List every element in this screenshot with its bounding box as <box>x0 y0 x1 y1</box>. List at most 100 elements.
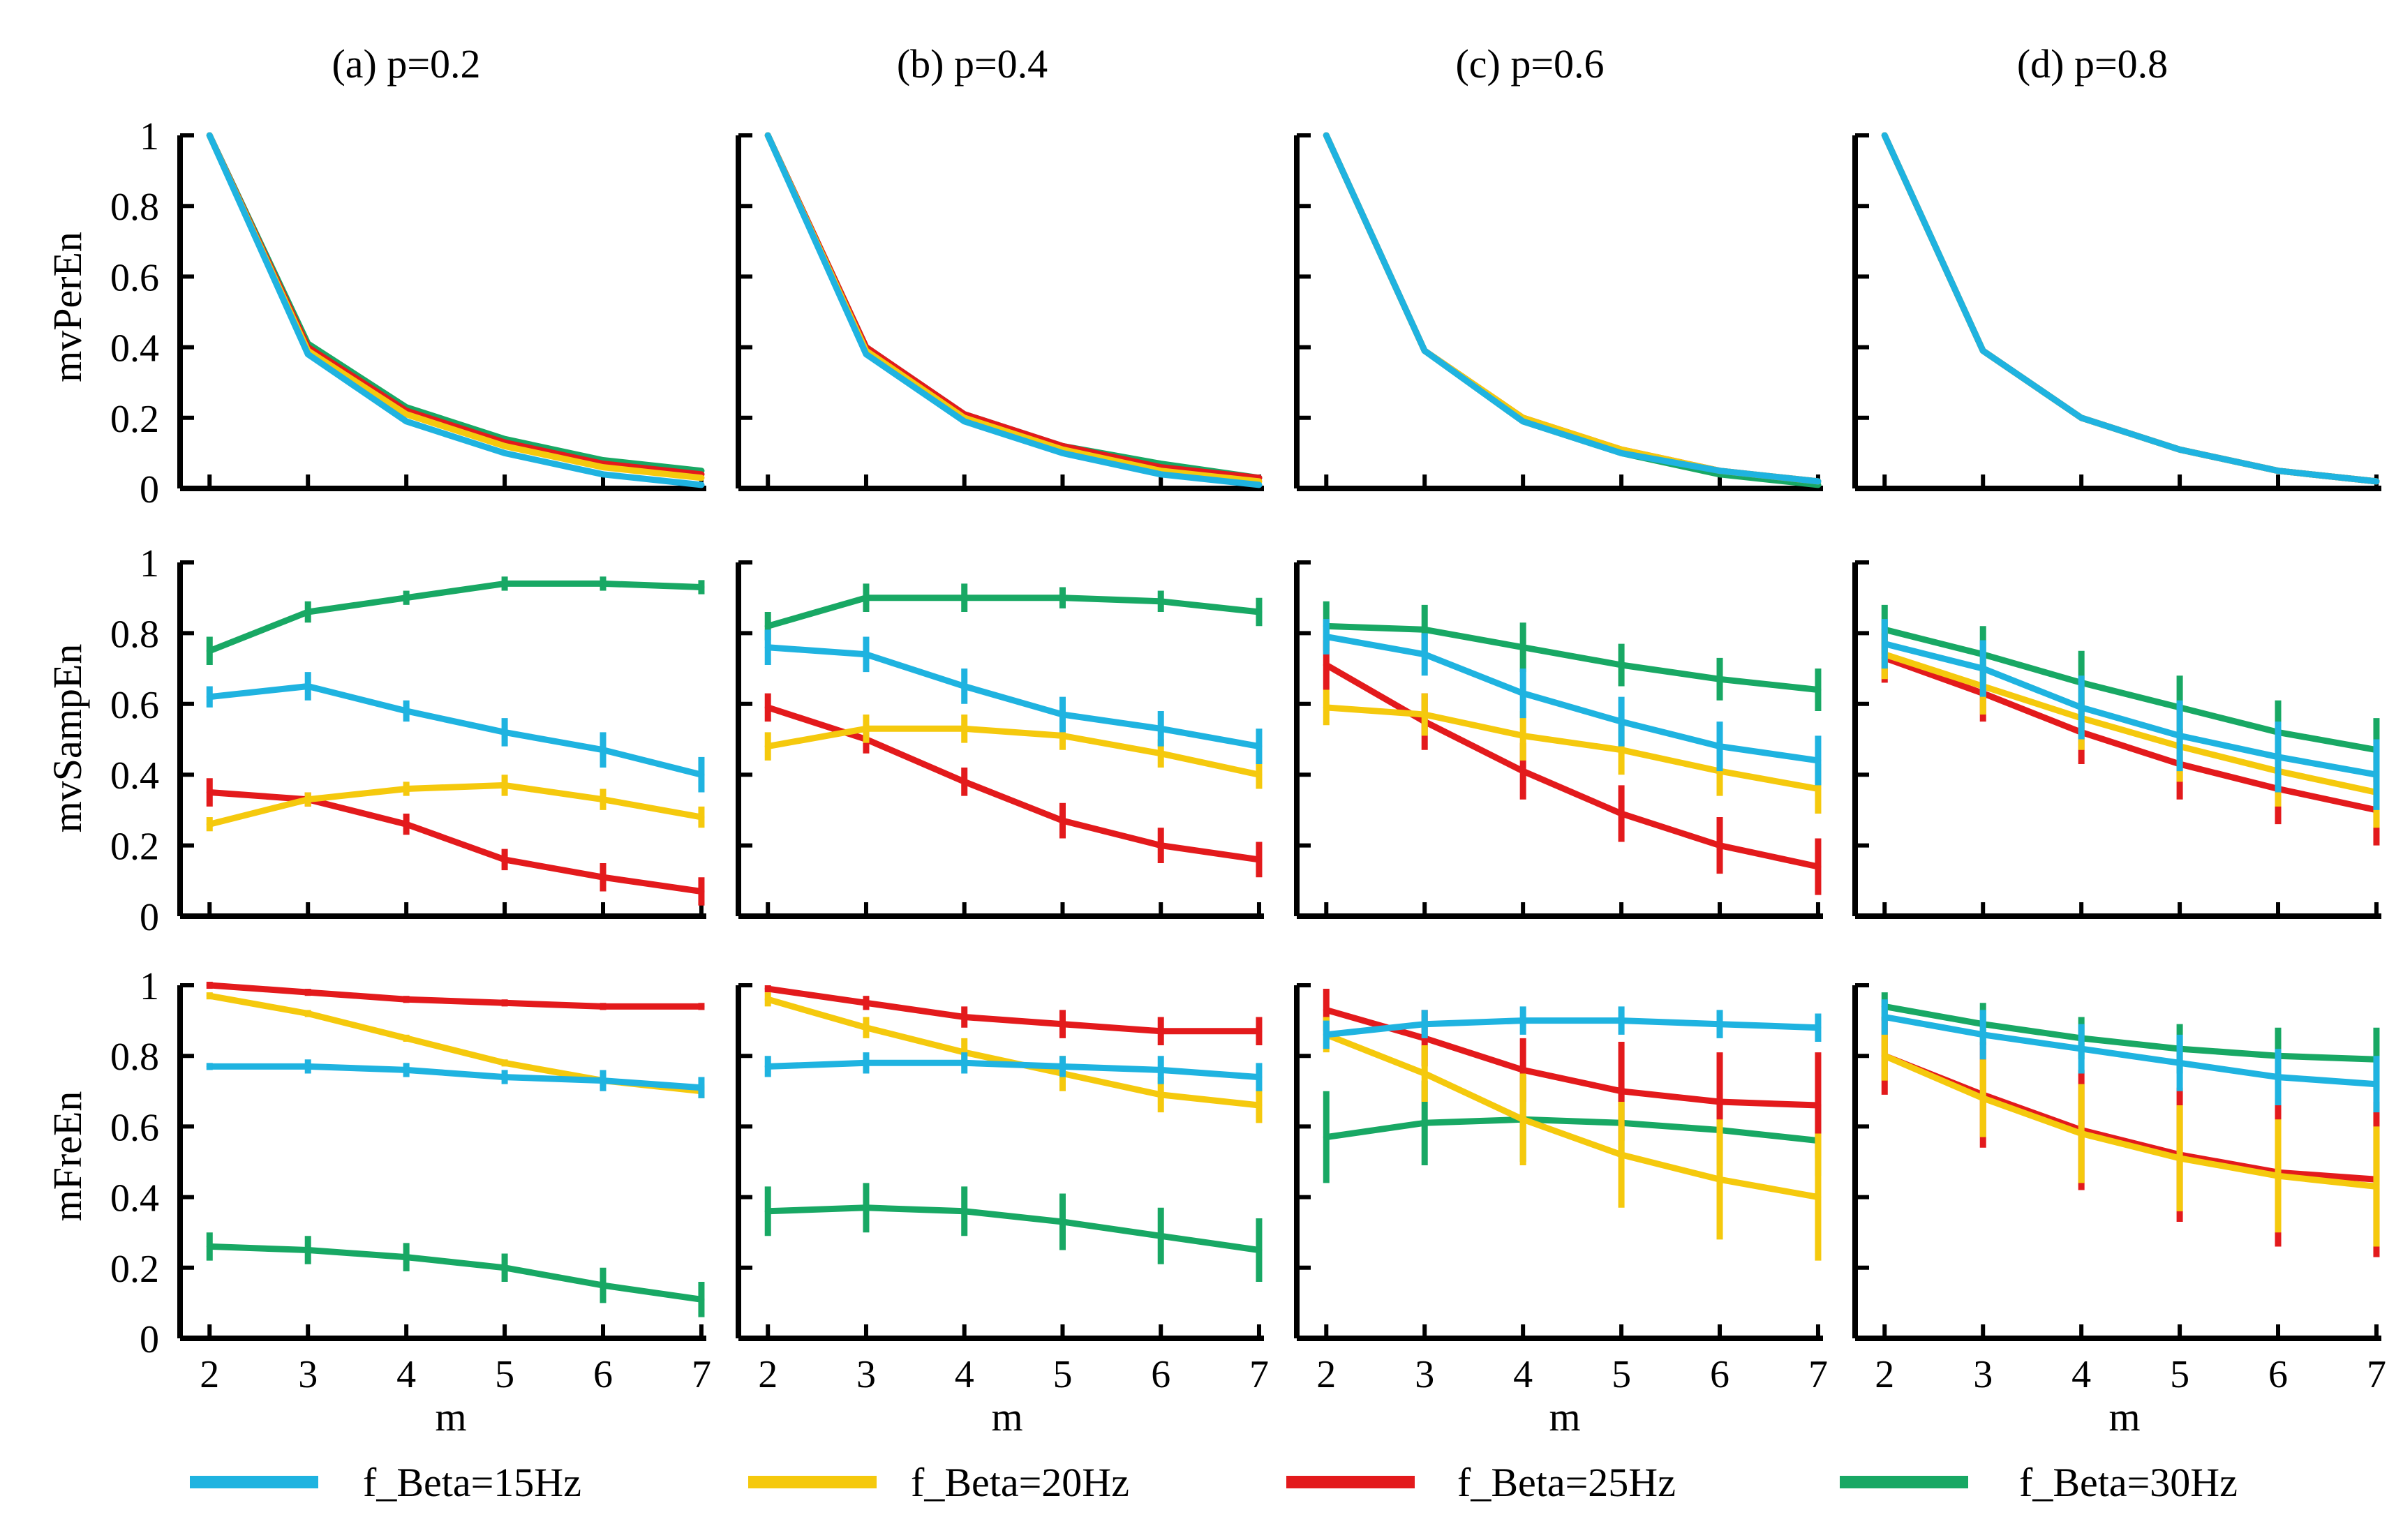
panel-mfreen-d: 2 3 4 5 6 7 <box>1852 983 2386 1396</box>
y-tick-label: 0.4 <box>110 754 159 798</box>
x-tick-label: 5 <box>1052 1353 1072 1396</box>
panel-mfreen-b: 2 3 4 5 6 7 <box>736 983 1269 1396</box>
panel-mvsampen-b-series-15hz <box>764 644 1263 750</box>
y-tick-label: 0.8 <box>110 186 159 229</box>
panel-mvsampen-a-series-20hz <box>206 782 705 828</box>
panel-mfreen-c-series-30hz <box>1323 1116 1822 1144</box>
x-tick-label: 5 <box>1612 1353 1631 1396</box>
legend-label-30hz: f_Beta=30Hz <box>2019 1460 2238 1505</box>
x-tick-label: 3 <box>1415 1353 1434 1396</box>
x-tick-label: 2 <box>758 1353 778 1396</box>
panel-mfreen-c-series-25hz <box>1323 1006 1822 1109</box>
column-title-c: (c) p=0.6 <box>1455 41 1604 87</box>
y-tick-label: 1 <box>140 965 159 1008</box>
panel-mfreen-c: 2 3 4 5 6 7 <box>1294 983 1828 1396</box>
x-tick-label: 2 <box>200 1353 219 1396</box>
x-tick-label: 3 <box>856 1353 876 1396</box>
column-title-a: (a) p=0.2 <box>332 41 480 87</box>
x-axis-label-b: m <box>991 1394 1022 1440</box>
y-tick-label: 0.4 <box>110 327 159 371</box>
y-tick-label: 0 <box>140 1318 159 1361</box>
panel-mvperen-a-series-15hz <box>206 132 705 488</box>
y-tick-label: 0.6 <box>110 1106 159 1149</box>
panel-mvsampen-c-series-15hz <box>1323 634 1822 764</box>
y-tick-label: 0.2 <box>110 398 159 441</box>
panel-mfreen-a: 0 0.2 0.4 0.6 0.8 1 2 3 4 5 6 7 <box>110 965 711 1396</box>
panel-mfreen-c-series-15hz <box>1323 1017 1822 1038</box>
x-tick-label: 7 <box>2367 1353 2386 1396</box>
panel-mfreen-b-series-15hz <box>764 1059 1263 1081</box>
y-tick-label: 0.8 <box>110 613 159 656</box>
y-tick-label: 0.8 <box>110 1036 159 1079</box>
x-tick-label: 4 <box>955 1353 974 1396</box>
y-tick-label: 1 <box>140 115 159 158</box>
panel-mvsampen-d <box>1852 560 2381 919</box>
x-tick-label: 2 <box>1316 1353 1336 1396</box>
y-tick-label: 0 <box>140 468 159 511</box>
x-tick-label: 4 <box>396 1353 416 1396</box>
panel-mfreen-b-series-25hz <box>764 985 1263 1035</box>
panel-mfreen-a-series-25hz <box>206 982 705 1010</box>
column-title-b: (b) p=0.4 <box>897 41 1048 87</box>
x-tick-label: 3 <box>298 1353 318 1396</box>
row-label-mvsampen: mvSampEn <box>45 644 90 833</box>
x-tick-label: 7 <box>1808 1353 1828 1396</box>
panel-mvsampen-c-series-20hz <box>1323 704 1822 792</box>
legend-label-20hz: f_Beta=20Hz <box>911 1460 1129 1505</box>
legend: f_Beta=15Hz f_Beta=20Hz f_Beta=25Hz f_Be… <box>190 1460 2238 1505</box>
panel-mfreen-a-series-30hz <box>206 1243 705 1303</box>
x-axis-label-d: m <box>2108 1394 2140 1440</box>
panel-mvsampen-a-series-15hz <box>206 683 705 778</box>
panel-mvsampen-a: 0 0.2 0.4 0.6 0.8 1 <box>110 542 706 939</box>
panel-mvperen-a: 0 0.2 0.4 0.6 0.8 1 <box>110 115 706 511</box>
x-tick-label: 5 <box>2170 1353 2189 1396</box>
panel-mfreen-b-series-30hz <box>764 1204 1263 1253</box>
legend-label-25hz: f_Beta=25Hz <box>1457 1460 1676 1505</box>
panel-mvperen-d <box>1852 132 2381 491</box>
legend-label-15hz: f_Beta=15Hz <box>363 1460 581 1505</box>
panel-mfreen-d-series-30hz <box>1881 1003 2380 1063</box>
column-title-d: (d) p=0.8 <box>2017 41 2168 87</box>
x-tick-label: 2 <box>1875 1353 1894 1396</box>
panel-mvsampen-d-series-25hz <box>1881 655 2380 814</box>
row-label-mfreen: mFreEn <box>45 1091 90 1222</box>
panel-mvsampen-c <box>1294 560 1823 919</box>
y-tick-label: 0.6 <box>110 256 159 299</box>
panel-mvsampen-a-series-25hz <box>206 789 705 895</box>
panel-mvperen-c <box>1294 132 1823 491</box>
y-tick-label: 0.2 <box>110 825 159 869</box>
panel-mvperen-c-series-15hz <box>1323 132 1822 485</box>
panel-mvsampen-a-series-30hz <box>206 580 705 655</box>
y-tick-label: 0 <box>140 896 159 939</box>
panel-mvsampen-d-series-30hz <box>1881 626 2380 754</box>
row-label-mvperen: mvPerEn <box>45 232 90 382</box>
panel-mvsampen-b-series-20hz <box>764 725 1263 778</box>
panel-mfreen-d-series-15hz <box>1881 1014 2380 1088</box>
panel-mvperen-d-series-15hz <box>1881 132 2380 485</box>
panel-mvperen-b-series-15hz <box>764 132 1263 488</box>
x-tick-label: 7 <box>692 1353 711 1396</box>
panel-mvsampen-b <box>736 560 1264 919</box>
panel-mvsampen-d-series-15hz <box>1881 641 2380 778</box>
x-axis-label-c: m <box>1549 1394 1580 1440</box>
x-tick-label: 6 <box>1151 1353 1170 1396</box>
x-tick-label: 4 <box>2071 1353 2091 1396</box>
x-tick-label: 7 <box>1249 1353 1269 1396</box>
y-tick-label: 0.2 <box>110 1248 159 1291</box>
panel-mvsampen-c-series-30hz <box>1323 622 1822 693</box>
y-tick-label: 1 <box>140 542 159 585</box>
x-tick-label: 4 <box>1513 1353 1533 1396</box>
y-tick-label: 0.4 <box>110 1177 159 1220</box>
x-tick-label: 6 <box>593 1353 613 1396</box>
panel-mvsampen-d-series-20hz <box>1881 651 2380 795</box>
panel-mfreen-c-series-20hz <box>1323 1031 1822 1201</box>
panel-mfreen-d-series-20hz <box>1881 1052 2380 1190</box>
x-tick-label: 6 <box>1710 1353 1729 1396</box>
x-axis-label-a: m <box>435 1394 466 1440</box>
panel-mvsampen-b-series-30hz <box>764 595 1263 629</box>
panel-mvperen-b <box>736 132 1264 491</box>
x-tick-label: 3 <box>1973 1353 1993 1396</box>
x-tick-label: 5 <box>495 1353 514 1396</box>
panel-mfreen-a-series-15hz <box>206 1063 705 1091</box>
